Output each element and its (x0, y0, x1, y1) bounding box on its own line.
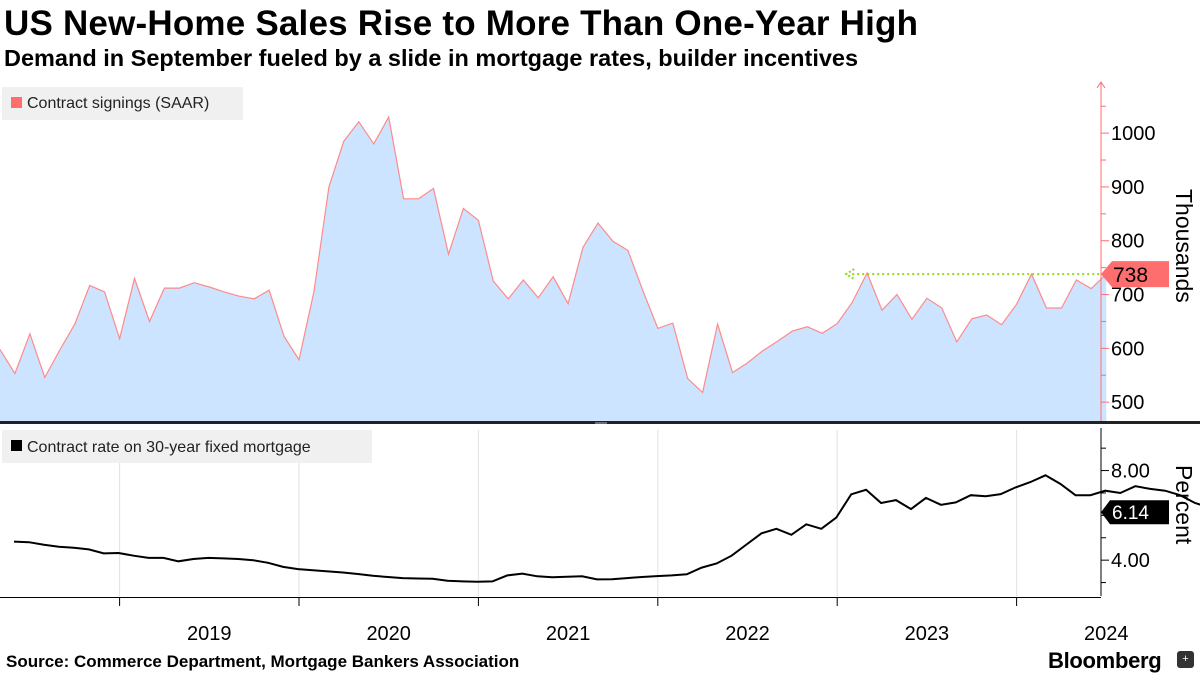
sales-legend-box (2, 87, 243, 120)
rate-line (13, 474, 1200, 583)
bloomberg-plus-icon: + (1177, 651, 1194, 668)
rate-last-value-label: 6.14 (1112, 503, 1149, 524)
sales-legend-swatch (11, 97, 22, 108)
reference-arrow-icon (844, 268, 855, 280)
rate-last-value-tag (1101, 500, 1169, 525)
x-tick-label: 2019 (187, 623, 232, 645)
rate-panel: 8.00 4.00 Percent Contract rate on 30-year … (2, 428, 1200, 596)
rate-y-tick-label: 8.00 (1111, 461, 1150, 483)
sales-y-tick-label: 700 (1111, 285, 1144, 307)
chart-subtitle: Demand in September fueled by a slide in… (4, 45, 859, 71)
rate-y-tick-label: 4.00 (1111, 550, 1150, 572)
sales-y-axis-title: Thousands (1171, 189, 1197, 303)
x-tick-label: 2023 (905, 623, 950, 645)
sales-y-tick-label: 1000 (1111, 123, 1156, 145)
x-tick-label: 2020 (366, 623, 411, 645)
sales-last-value-label: 738 (1113, 264, 1148, 287)
x-axis: 2019 2020 2021 2022 2023 2024 (0, 597, 1129, 645)
sales-line (0, 115, 1107, 394)
sales-legend-label: Contract signings (SAAR) (27, 95, 209, 112)
sales-y-tick-label: 600 (1111, 338, 1144, 360)
rate-legend-label: Contract rate on 30-year fixed mortgage (27, 439, 311, 456)
x-tick-label: 2021 (546, 623, 591, 645)
x-tick-label: 2024 (1084, 623, 1129, 645)
x-tick-label: 2022 (725, 623, 770, 645)
sales-y-tick-label: 800 (1111, 231, 1144, 253)
bloomberg-logo: Bloomberg (1048, 648, 1162, 673)
rate-legend-box (2, 430, 372, 463)
sales-panel: 1000 900 800 700 600 500 Thousands Contract sig… (0, 81, 1200, 424)
chart-title: US New-Home Sales Rise to More Than One-… (4, 4, 919, 43)
sales-y-tick-label: 500 (1111, 392, 1144, 414)
rate-y-axis-title: Percent (1171, 465, 1197, 545)
sales-last-value-tag (1101, 261, 1169, 288)
rate-legend-swatch (11, 440, 22, 451)
sales-y-tick-label: 900 (1111, 177, 1144, 199)
sales-area (0, 117, 1107, 421)
source-note: Source: Commerce Department, Mortgage Ba… (6, 652, 520, 671)
axis-arrow-icon (1096, 81, 1106, 89)
